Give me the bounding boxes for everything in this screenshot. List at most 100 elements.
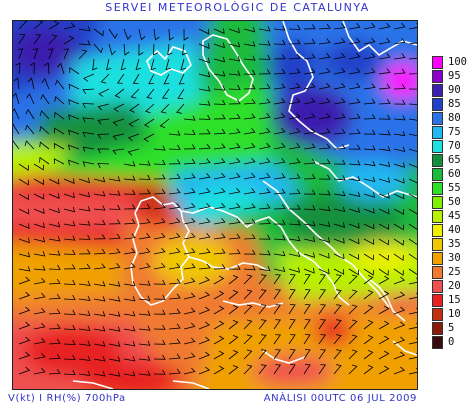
wind-barb bbox=[138, 28, 146, 41]
wind-barb bbox=[228, 320, 239, 330]
wind-barb bbox=[378, 320, 390, 330]
wind-barb bbox=[393, 130, 406, 137]
legend-swatch bbox=[432, 266, 443, 279]
wind-barb bbox=[213, 114, 226, 120]
wind-barb bbox=[178, 73, 185, 85]
wind-barb bbox=[243, 289, 253, 300]
wind-barb bbox=[213, 365, 225, 375]
wind-barb bbox=[303, 274, 311, 285]
wind-barb bbox=[228, 275, 239, 285]
wind-barb bbox=[258, 364, 267, 375]
wind-barb bbox=[378, 53, 391, 60]
wind-barb bbox=[273, 289, 282, 300]
wind-barb bbox=[47, 48, 54, 60]
wind-barb bbox=[243, 234, 256, 240]
wind-barb bbox=[63, 324, 76, 331]
wind-barb bbox=[363, 22, 376, 30]
wind-barb bbox=[318, 159, 331, 165]
wind-barb bbox=[378, 268, 389, 276]
wind-barb bbox=[303, 143, 316, 150]
wind-barb bbox=[145, 103, 155, 114]
wind-barb bbox=[318, 304, 327, 315]
wind-barb bbox=[393, 84, 406, 90]
wind-barb bbox=[198, 158, 211, 165]
wind-barb bbox=[303, 158, 316, 165]
wind-barb bbox=[408, 103, 417, 106]
wind-barb bbox=[318, 128, 331, 135]
wind-barb bbox=[138, 189, 151, 195]
wind-barb bbox=[183, 248, 196, 255]
wind-barb bbox=[138, 218, 151, 225]
wind-barb bbox=[243, 334, 253, 345]
wind-barb bbox=[318, 319, 327, 330]
wind-barb bbox=[348, 223, 360, 229]
wind-barb bbox=[273, 274, 282, 285]
wind-barb bbox=[213, 218, 226, 225]
wind-barbs bbox=[13, 21, 417, 377]
wind-barb bbox=[228, 264, 241, 270]
coastline-segment bbox=[368, 278, 406, 322]
wind-barb bbox=[288, 289, 296, 300]
wind-barb bbox=[33, 307, 46, 315]
wind-barb bbox=[273, 235, 286, 241]
wind-barb bbox=[333, 128, 346, 135]
wind-barb bbox=[363, 160, 376, 167]
wind-barb bbox=[198, 129, 211, 135]
wind-barb bbox=[24, 140, 35, 150]
wind-barb bbox=[78, 49, 88, 60]
wind-barb bbox=[378, 193, 390, 199]
wind-barb bbox=[378, 161, 391, 168]
wind-barb bbox=[393, 291, 406, 300]
wind-barb bbox=[273, 83, 286, 90]
wind-barb bbox=[123, 296, 136, 302]
wind-barb bbox=[108, 248, 121, 255]
wind-barb bbox=[108, 43, 116, 56]
wind-barb bbox=[213, 275, 225, 285]
wind-barb bbox=[82, 146, 95, 152]
wind-barb bbox=[33, 222, 45, 229]
wind-barb bbox=[333, 23, 346, 30]
coastline-segment bbox=[282, 21, 350, 150]
wind-barb bbox=[258, 265, 271, 272]
wind-barb bbox=[63, 192, 75, 199]
wind-barb bbox=[93, 43, 104, 54]
wind-barb bbox=[48, 308, 61, 315]
legend-label: 0 bbox=[448, 336, 455, 348]
wind-barb bbox=[393, 99, 406, 105]
wind-barb bbox=[243, 26, 256, 33]
legend-swatch bbox=[432, 140, 443, 153]
wind-barb bbox=[363, 114, 376, 120]
wind-barb bbox=[138, 295, 151, 301]
wind-barb bbox=[63, 178, 75, 184]
wind-barb bbox=[108, 219, 121, 225]
wind-barb bbox=[228, 203, 241, 210]
wind-barb bbox=[183, 115, 196, 121]
wind-barb bbox=[243, 188, 256, 195]
wind-barb bbox=[363, 83, 376, 90]
wind-barb bbox=[113, 103, 125, 112]
wind-barb bbox=[213, 158, 226, 165]
wind-barb bbox=[183, 232, 196, 240]
legend-swatch bbox=[432, 210, 443, 223]
wind-barb bbox=[303, 268, 315, 274]
wind-barb bbox=[348, 207, 361, 213]
wind-barb bbox=[303, 53, 316, 60]
wind-barb bbox=[153, 354, 166, 360]
wind-barb bbox=[258, 26, 271, 32]
wind-barb bbox=[108, 28, 118, 39]
wind-barb bbox=[408, 223, 417, 230]
legend-label: 95 bbox=[448, 70, 461, 82]
wind-barb bbox=[243, 142, 256, 150]
wind-barb bbox=[168, 130, 181, 136]
legend-label: 60 bbox=[448, 168, 461, 180]
wind-barb bbox=[333, 206, 346, 213]
wind-barb bbox=[318, 23, 331, 30]
wind-barb bbox=[318, 289, 327, 300]
wind-barb bbox=[138, 310, 151, 316]
wind-barb bbox=[288, 158, 301, 165]
wind-barb bbox=[153, 247, 166, 255]
wind-barb bbox=[408, 292, 417, 300]
wind-barb bbox=[228, 365, 239, 375]
wind-barb bbox=[393, 336, 406, 345]
wind-barb bbox=[198, 248, 211, 255]
